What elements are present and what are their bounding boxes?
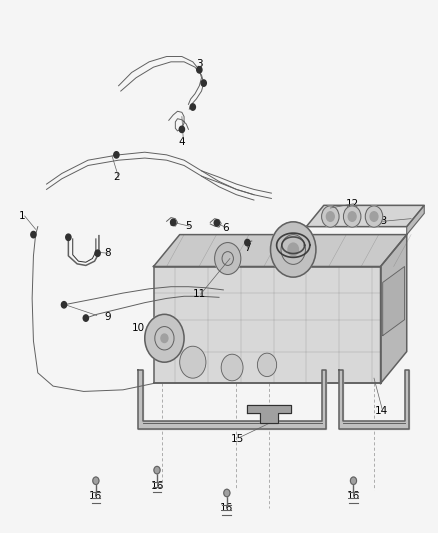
Circle shape (271, 222, 316, 277)
Circle shape (224, 489, 230, 497)
Circle shape (31, 231, 36, 238)
Circle shape (161, 334, 168, 343)
Circle shape (180, 346, 206, 378)
Polygon shape (153, 266, 381, 383)
Circle shape (258, 353, 277, 376)
Circle shape (221, 354, 243, 381)
Text: 12: 12 (346, 199, 359, 209)
Circle shape (365, 206, 383, 227)
Text: 10: 10 (132, 322, 145, 333)
Circle shape (321, 206, 339, 227)
Circle shape (145, 314, 184, 362)
Circle shape (179, 126, 184, 133)
Circle shape (154, 466, 160, 474)
Circle shape (288, 243, 298, 256)
Polygon shape (383, 266, 405, 336)
Text: 2: 2 (113, 172, 120, 182)
Circle shape (95, 250, 100, 256)
Text: 16: 16 (347, 491, 360, 501)
Circle shape (83, 315, 88, 321)
Polygon shape (381, 235, 407, 383)
Text: 7: 7 (244, 243, 251, 253)
Text: 6: 6 (222, 223, 229, 233)
Circle shape (245, 239, 250, 246)
Circle shape (326, 212, 334, 221)
Circle shape (370, 212, 378, 221)
Circle shape (215, 243, 241, 274)
Polygon shape (339, 370, 409, 429)
Text: 16: 16 (150, 481, 164, 490)
Polygon shape (153, 235, 407, 266)
Text: 8: 8 (104, 248, 111, 258)
Polygon shape (407, 205, 424, 235)
Text: 5: 5 (185, 221, 192, 231)
Circle shape (343, 206, 361, 227)
Circle shape (350, 477, 357, 484)
Circle shape (114, 152, 119, 158)
Text: 3: 3 (196, 60, 203, 69)
Polygon shape (138, 370, 326, 429)
Text: 13: 13 (375, 216, 389, 227)
Circle shape (170, 219, 176, 225)
Text: 14: 14 (375, 406, 389, 416)
Circle shape (61, 302, 67, 308)
Circle shape (214, 220, 219, 226)
Circle shape (348, 212, 356, 221)
Text: 15: 15 (231, 434, 244, 445)
Text: 16: 16 (220, 503, 233, 513)
Circle shape (190, 104, 195, 110)
Text: 4: 4 (179, 136, 185, 147)
Circle shape (66, 234, 71, 240)
Text: 1: 1 (19, 211, 26, 221)
Circle shape (201, 80, 206, 86)
Circle shape (93, 477, 99, 484)
Text: 9: 9 (104, 312, 111, 322)
Circle shape (197, 67, 202, 73)
Text: 11: 11 (193, 289, 206, 299)
Polygon shape (306, 205, 424, 227)
Polygon shape (247, 405, 291, 423)
Text: 16: 16 (89, 491, 102, 501)
